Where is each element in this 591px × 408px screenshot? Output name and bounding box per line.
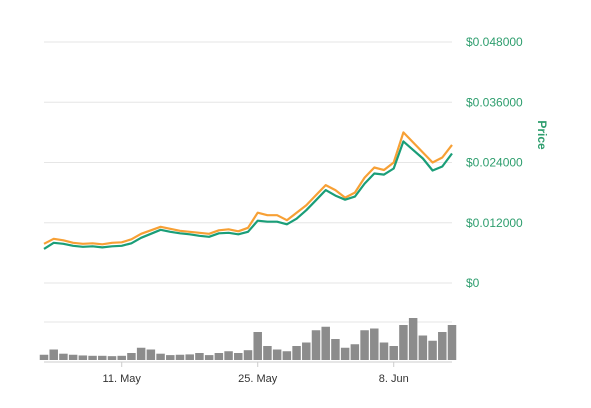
volume-bars: [39, 318, 457, 360]
volume-bar: [98, 355, 107, 360]
volume-bar: [389, 346, 398, 360]
volume-bar: [253, 332, 262, 360]
volume-bar: [204, 355, 214, 360]
volume-bar: [49, 349, 58, 360]
volume-bar: [127, 353, 136, 360]
x-tick-label: 8. Jun: [379, 373, 409, 385]
volume-bar: [234, 353, 243, 360]
volume-bar: [39, 354, 49, 360]
volume-bar: [302, 342, 311, 360]
volume-bar: [340, 347, 350, 360]
volume-bar: [146, 349, 156, 360]
volume-bar: [117, 355, 126, 360]
volume-bar: [136, 347, 146, 360]
volume-bar: [214, 353, 224, 360]
volume-bar: [418, 335, 428, 360]
volume-bar: [331, 339, 340, 360]
volume-bar: [350, 344, 360, 360]
volume-bar: [185, 354, 194, 360]
price-series-line: [43, 131, 453, 246]
volume-bar: [360, 330, 369, 360]
y-tick-label: $0.012000: [466, 216, 523, 230]
grid-lines: [44, 41, 452, 363]
volume-bar: [88, 355, 97, 360]
volume-bar: [166, 355, 175, 360]
volume-bar: [282, 351, 292, 360]
y-axis-ticks: $0.048000 $0.036000 $0.024000 $0.012000 $0: [466, 35, 523, 290]
volume-bar: [321, 326, 330, 360]
volume-bar: [263, 346, 272, 360]
price-series: [43, 131, 453, 250]
volume-bar: [311, 330, 321, 360]
volume-bar: [59, 353, 68, 360]
volume-bar: [408, 318, 418, 360]
y-tick-label: $0: [466, 276, 480, 290]
y-tick-label: $0.024000: [466, 156, 523, 170]
x-axis-ticks: 11. May 25. May 8. Jun: [103, 362, 409, 385]
volume-bar: [243, 350, 253, 360]
volume-bar: [175, 354, 185, 360]
x-tick-label: 11. May: [103, 373, 142, 385]
volume-bar: [272, 349, 282, 360]
volume-bar: [107, 356, 117, 360]
x-tick-label: 25. May: [238, 373, 278, 385]
volume-bar: [224, 351, 233, 360]
volume-bar: [156, 353, 165, 360]
volume-bar: [428, 340, 437, 360]
volume-bar: [447, 325, 457, 360]
volume-bar: [438, 332, 447, 360]
volume-bar: [379, 342, 389, 360]
price-series-line: [43, 140, 453, 250]
y-axis-label: Price: [535, 120, 549, 150]
volume-bar: [195, 353, 204, 360]
volume-bar: [68, 354, 78, 360]
y-tick-label: $0.036000: [466, 95, 523, 109]
volume-bar: [399, 325, 408, 360]
y-tick-label: $0.048000: [466, 35, 523, 49]
volume-bar: [78, 355, 88, 360]
volume-bar: [370, 328, 379, 360]
volume-bar: [292, 346, 301, 360]
